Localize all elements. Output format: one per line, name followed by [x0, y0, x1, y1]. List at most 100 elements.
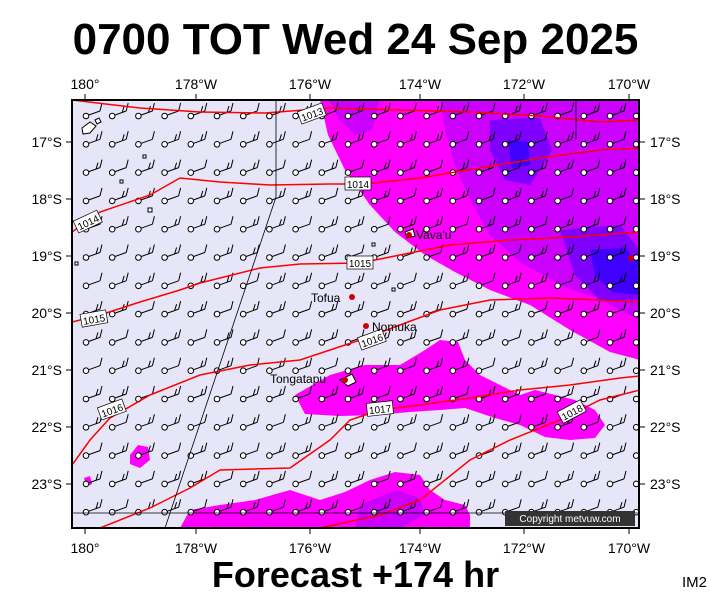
wind-station [501, 452, 509, 459]
place-markers [342, 232, 634, 383]
wind-station [580, 339, 588, 346]
wind-station [423, 480, 430, 488]
lon-tick-label: 172°W [503, 540, 546, 556]
wind-station [370, 395, 378, 403]
wind-station [292, 225, 299, 233]
isobar-1016-west [72, 394, 151, 466]
wind-station [213, 282, 221, 290]
wind-station [161, 282, 168, 290]
wind-station [632, 282, 639, 290]
wind-station [554, 141, 561, 148]
wind-station [370, 282, 378, 290]
tofua-marker [349, 294, 355, 300]
wind-station [423, 395, 430, 403]
lon-labels-bottom: 180° 178°W 176°W 174°W 172°W 170°W [71, 540, 651, 556]
wind-station [108, 141, 116, 148]
wind-station [292, 197, 299, 205]
lat-tick-label: 20°S [650, 305, 681, 321]
wind-station [449, 225, 457, 233]
wind-station [318, 367, 326, 375]
wind-station [266, 395, 273, 403]
wind-station [606, 282, 614, 290]
wind-station [606, 169, 614, 176]
isobar-label: 1015 [349, 259, 372, 270]
wind-station [292, 339, 299, 346]
wind-station [108, 339, 116, 346]
wind-station [475, 310, 483, 318]
wind-station [606, 197, 614, 205]
wind-station [423, 282, 430, 290]
wind-station [344, 424, 352, 431]
wind-station [187, 225, 195, 233]
wind-station [187, 254, 195, 261]
wind-station [239, 367, 247, 375]
wind-station [161, 395, 168, 403]
isobar-1017 [99, 375, 639, 528]
lat-tick-label: 21°S [650, 362, 681, 378]
wind-station [554, 480, 561, 488]
place-label-tongatapu: Tongatapu [270, 372, 326, 386]
wind-station [606, 339, 614, 346]
wind-station [344, 395, 352, 403]
wind-station [370, 197, 378, 205]
wind-station [397, 508, 404, 516]
wind-station [370, 141, 378, 148]
wind-station [344, 197, 352, 205]
map-title: 0700 TOT Wed 24 Sep 2025 [72, 15, 639, 64]
isobar-1013 [72, 100, 639, 123]
wind-station [475, 169, 483, 176]
wind-station [423, 339, 430, 346]
lat-tick-label: 19°S [31, 248, 62, 264]
wind-station [580, 282, 588, 290]
lon-tick-label: 170°W [608, 540, 651, 556]
wind-station [239, 197, 247, 205]
wind-station [501, 225, 509, 233]
wind-station [528, 197, 535, 205]
wind-station [423, 225, 430, 233]
wind-station [501, 197, 509, 205]
wind-station [187, 169, 195, 176]
wind-station [580, 310, 588, 318]
wind-station [580, 225, 588, 233]
wind-station [318, 141, 326, 148]
wind-station [266, 254, 273, 261]
forecast-label: Forecast +174 hr [211, 554, 500, 595]
wind-station [135, 339, 142, 346]
wind-station [370, 508, 378, 516]
wind-station [213, 169, 221, 176]
wind-station [82, 112, 90, 120]
wind-station [632, 141, 639, 148]
lat-tick-label: 21°S [31, 362, 62, 378]
wind-station [632, 169, 639, 176]
wind-station [82, 395, 90, 403]
wind-station [239, 141, 247, 148]
wind-station [606, 141, 614, 148]
lat-labels-right: 17°S 18°S 19°S 20°S 21°S 22°S 23°S [650, 134, 681, 492]
wind-station [161, 424, 168, 431]
isobar-1014-north [179, 147, 639, 186]
wind-station [554, 395, 561, 403]
lon-labels-top: 180° 178°W 176°W 174°W 172°W 170°W [71, 76, 651, 92]
wind-station [423, 452, 430, 459]
wind-station [239, 112, 247, 120]
wind-station [449, 339, 457, 346]
wind-station [528, 452, 535, 459]
wind-station [580, 197, 588, 205]
wind-station [161, 310, 168, 318]
wind-station [370, 112, 378, 120]
isobar-label: 1014 [347, 180, 370, 191]
wind-station [370, 452, 378, 459]
isobar-1018 [319, 389, 639, 528]
wind-station [135, 112, 142, 120]
lon-tick-label: 176°W [289, 540, 332, 556]
wind-station [82, 508, 90, 516]
wind-station [397, 225, 404, 233]
wind-station [108, 112, 116, 120]
place-label-vavau: Vava'u [416, 228, 451, 242]
wind-station [213, 339, 221, 346]
wind-station [370, 169, 378, 176]
wind-station [318, 508, 326, 516]
wind-station [239, 508, 247, 516]
wind-station [449, 141, 457, 148]
wind-station [292, 367, 299, 375]
